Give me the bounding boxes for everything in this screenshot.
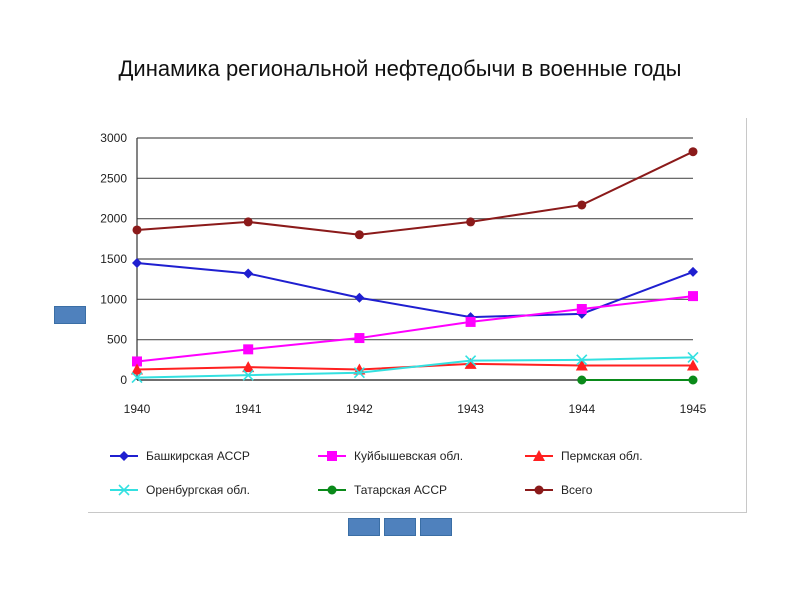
data-point xyxy=(242,369,254,381)
data-point-stroke-b xyxy=(353,367,365,379)
data-point xyxy=(577,375,587,385)
slide-nav-marker-1 xyxy=(348,518,380,536)
y-tick-label: 0 xyxy=(120,373,127,387)
data-point xyxy=(354,292,365,303)
data-point xyxy=(688,266,698,277)
series-line xyxy=(136,150,694,236)
data-point xyxy=(354,230,364,240)
data-point xyxy=(243,344,254,355)
data-point xyxy=(577,200,587,210)
series-4 xyxy=(577,375,698,385)
data-point xyxy=(242,361,255,373)
series-line xyxy=(136,295,694,363)
slide-nav-marker-2 xyxy=(384,518,416,536)
data-point xyxy=(688,375,698,385)
series-layer xyxy=(131,147,699,385)
data-point xyxy=(687,351,699,363)
data-point xyxy=(132,356,142,367)
data-point xyxy=(687,359,699,371)
data-point xyxy=(576,304,587,315)
series-1 xyxy=(132,291,698,367)
legend-item: Башкирская АССР xyxy=(110,449,250,463)
y-tick-label: 3000 xyxy=(100,131,127,145)
legend-label: Куйбышевская обл. xyxy=(354,449,463,463)
legend-marker xyxy=(327,485,337,495)
data-point xyxy=(354,333,365,344)
legend-label: Всего xyxy=(561,483,593,497)
legend-marker xyxy=(533,450,545,461)
data-point xyxy=(688,147,698,157)
data-point xyxy=(465,316,476,327)
x-tick-label: 1944 xyxy=(568,402,595,416)
y-tick-label: 1500 xyxy=(100,252,127,266)
legend-layer: Башкирская АССР Куйбышевская обл. Пермская… xyxy=(110,449,643,497)
series-line xyxy=(136,262,694,319)
legend-label: Башкирская АССР xyxy=(146,449,250,463)
x-tick-label: 1941 xyxy=(235,402,262,416)
legend-item: Всего xyxy=(525,483,593,497)
x-tick-label: 1945 xyxy=(680,402,707,416)
data-point xyxy=(466,217,476,227)
series-0 xyxy=(132,258,698,323)
legend-item: Татарская АССР xyxy=(318,483,447,497)
data-point xyxy=(243,268,254,279)
data-point-stroke-b xyxy=(576,354,588,366)
series-line xyxy=(136,356,694,379)
x-tick-label: 1943 xyxy=(457,402,484,416)
y-tick-label: 2000 xyxy=(100,212,127,226)
legend-marker-stroke-b xyxy=(118,484,130,496)
y-tick-label: 2500 xyxy=(100,171,127,185)
series-3 xyxy=(131,351,699,384)
data-point xyxy=(132,258,142,269)
axis-layer: 0 500 1000 1500 2000 2500 3000 1940 1941 1942 1943… xyxy=(100,131,706,416)
data-point xyxy=(132,225,142,235)
legend-item: Пермская обл. xyxy=(525,449,643,463)
data-point xyxy=(243,217,253,227)
slide-nav-marker-3 xyxy=(420,518,452,536)
legend-label: Оренбургская обл. xyxy=(146,483,250,497)
x-tick-label: 1942 xyxy=(346,402,373,416)
grid-layer xyxy=(137,137,693,381)
data-point-stroke-b xyxy=(242,369,254,381)
data-point xyxy=(688,291,698,302)
data-point xyxy=(575,359,588,371)
legend-item: Куйбышевская обл. xyxy=(318,449,463,463)
data-point-stroke-b xyxy=(687,351,699,363)
legend-marker xyxy=(327,451,337,461)
data-point xyxy=(465,355,477,367)
data-point-stroke-b xyxy=(465,355,477,367)
data-point xyxy=(464,357,477,369)
legend-marker xyxy=(534,485,544,495)
y-tick-label: 500 xyxy=(107,333,127,347)
data-point xyxy=(131,372,143,384)
series-5 xyxy=(132,147,698,240)
legend-marker xyxy=(119,451,129,461)
x-tick-label: 1940 xyxy=(124,402,151,416)
data-point xyxy=(353,367,365,379)
slide-nav-marker-left xyxy=(54,306,86,324)
y-tick-label: 1000 xyxy=(100,292,127,306)
chart-frame xyxy=(88,118,747,513)
data-point-stroke-b xyxy=(131,372,143,384)
legend-item: Оренбургская обл. xyxy=(110,483,250,497)
slide-title: Динамика региональной нефтедобычи в воен… xyxy=(118,56,682,81)
legend-label: Пермская обл. xyxy=(561,449,643,463)
legend-marker xyxy=(118,484,130,496)
legend-label: Татарская АССР xyxy=(354,483,447,497)
data-point xyxy=(131,363,143,375)
data-point xyxy=(576,354,588,366)
